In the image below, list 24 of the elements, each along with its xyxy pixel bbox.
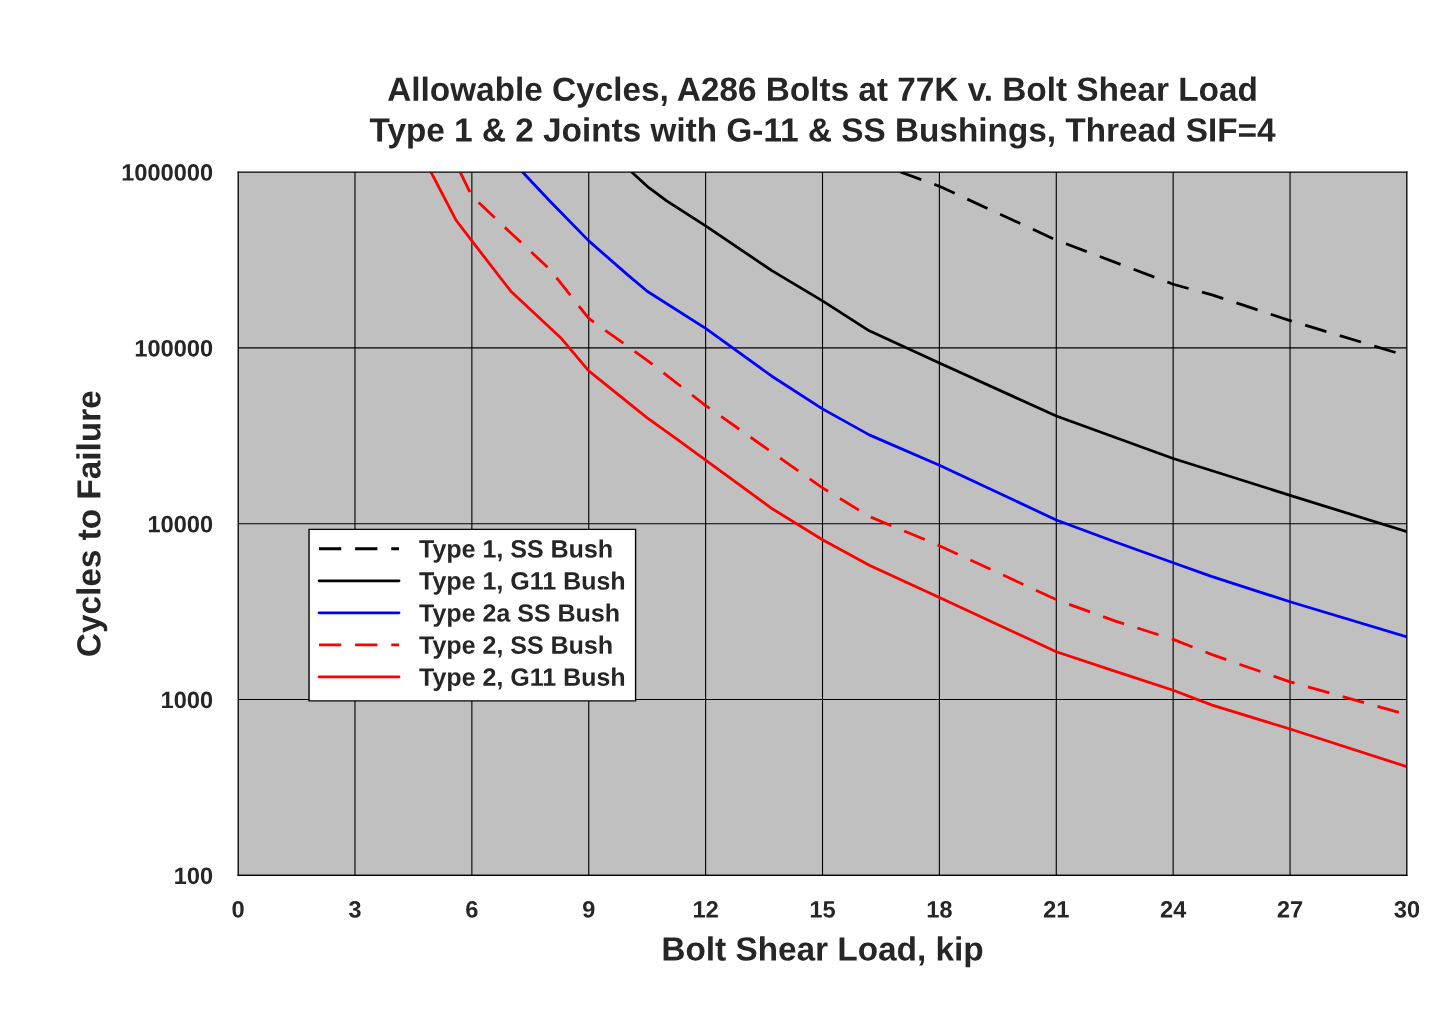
legend-label: Type 1, SS Bush [419, 539, 612, 563]
x-tick-label: 3 [348, 901, 361, 918]
x-tick-label: 12 [693, 901, 718, 918]
x-tick-label: 9 [583, 901, 595, 918]
legend-label: Type 2a SS Bush [419, 603, 619, 627]
x-tick-label: 15 [810, 901, 835, 918]
chart-title: Allowable Cycles, A286 Bolts at 77K v. Bolt Shear Load Type 1 & 2 Joints with G-11 & SS Bushings, Thread SIF=4 [369, 76, 1276, 149]
y-axis-title: Cycles to Failure [76, 391, 108, 656]
x-tick-label: 21 [1043, 901, 1069, 918]
x-tick-label: 27 [1277, 901, 1303, 918]
x-tick-label: 30 [1394, 901, 1420, 918]
x-tick-label: 0 [232, 901, 244, 918]
x-tick-label: 18 [927, 901, 952, 918]
y-tick-label: 100000 [135, 339, 213, 357]
x-tick-label: 24 [1160, 901, 1187, 918]
legend-label: Type 1, G11 Bush [419, 571, 625, 595]
legend-label: Type 2, G11 Bush [419, 667, 625, 691]
y-tick-label: 100 [175, 867, 213, 885]
x-axis-title: Bolt Shear Load, kip [663, 936, 983, 968]
y-tick-label: 1000000 [122, 164, 213, 181]
legend-label: Type 2, SS Bush [419, 635, 612, 659]
y-tick-label: 10000 [148, 515, 213, 533]
y-tick-label: 1000 [162, 691, 213, 709]
x-tick-label: 6 [466, 901, 478, 918]
